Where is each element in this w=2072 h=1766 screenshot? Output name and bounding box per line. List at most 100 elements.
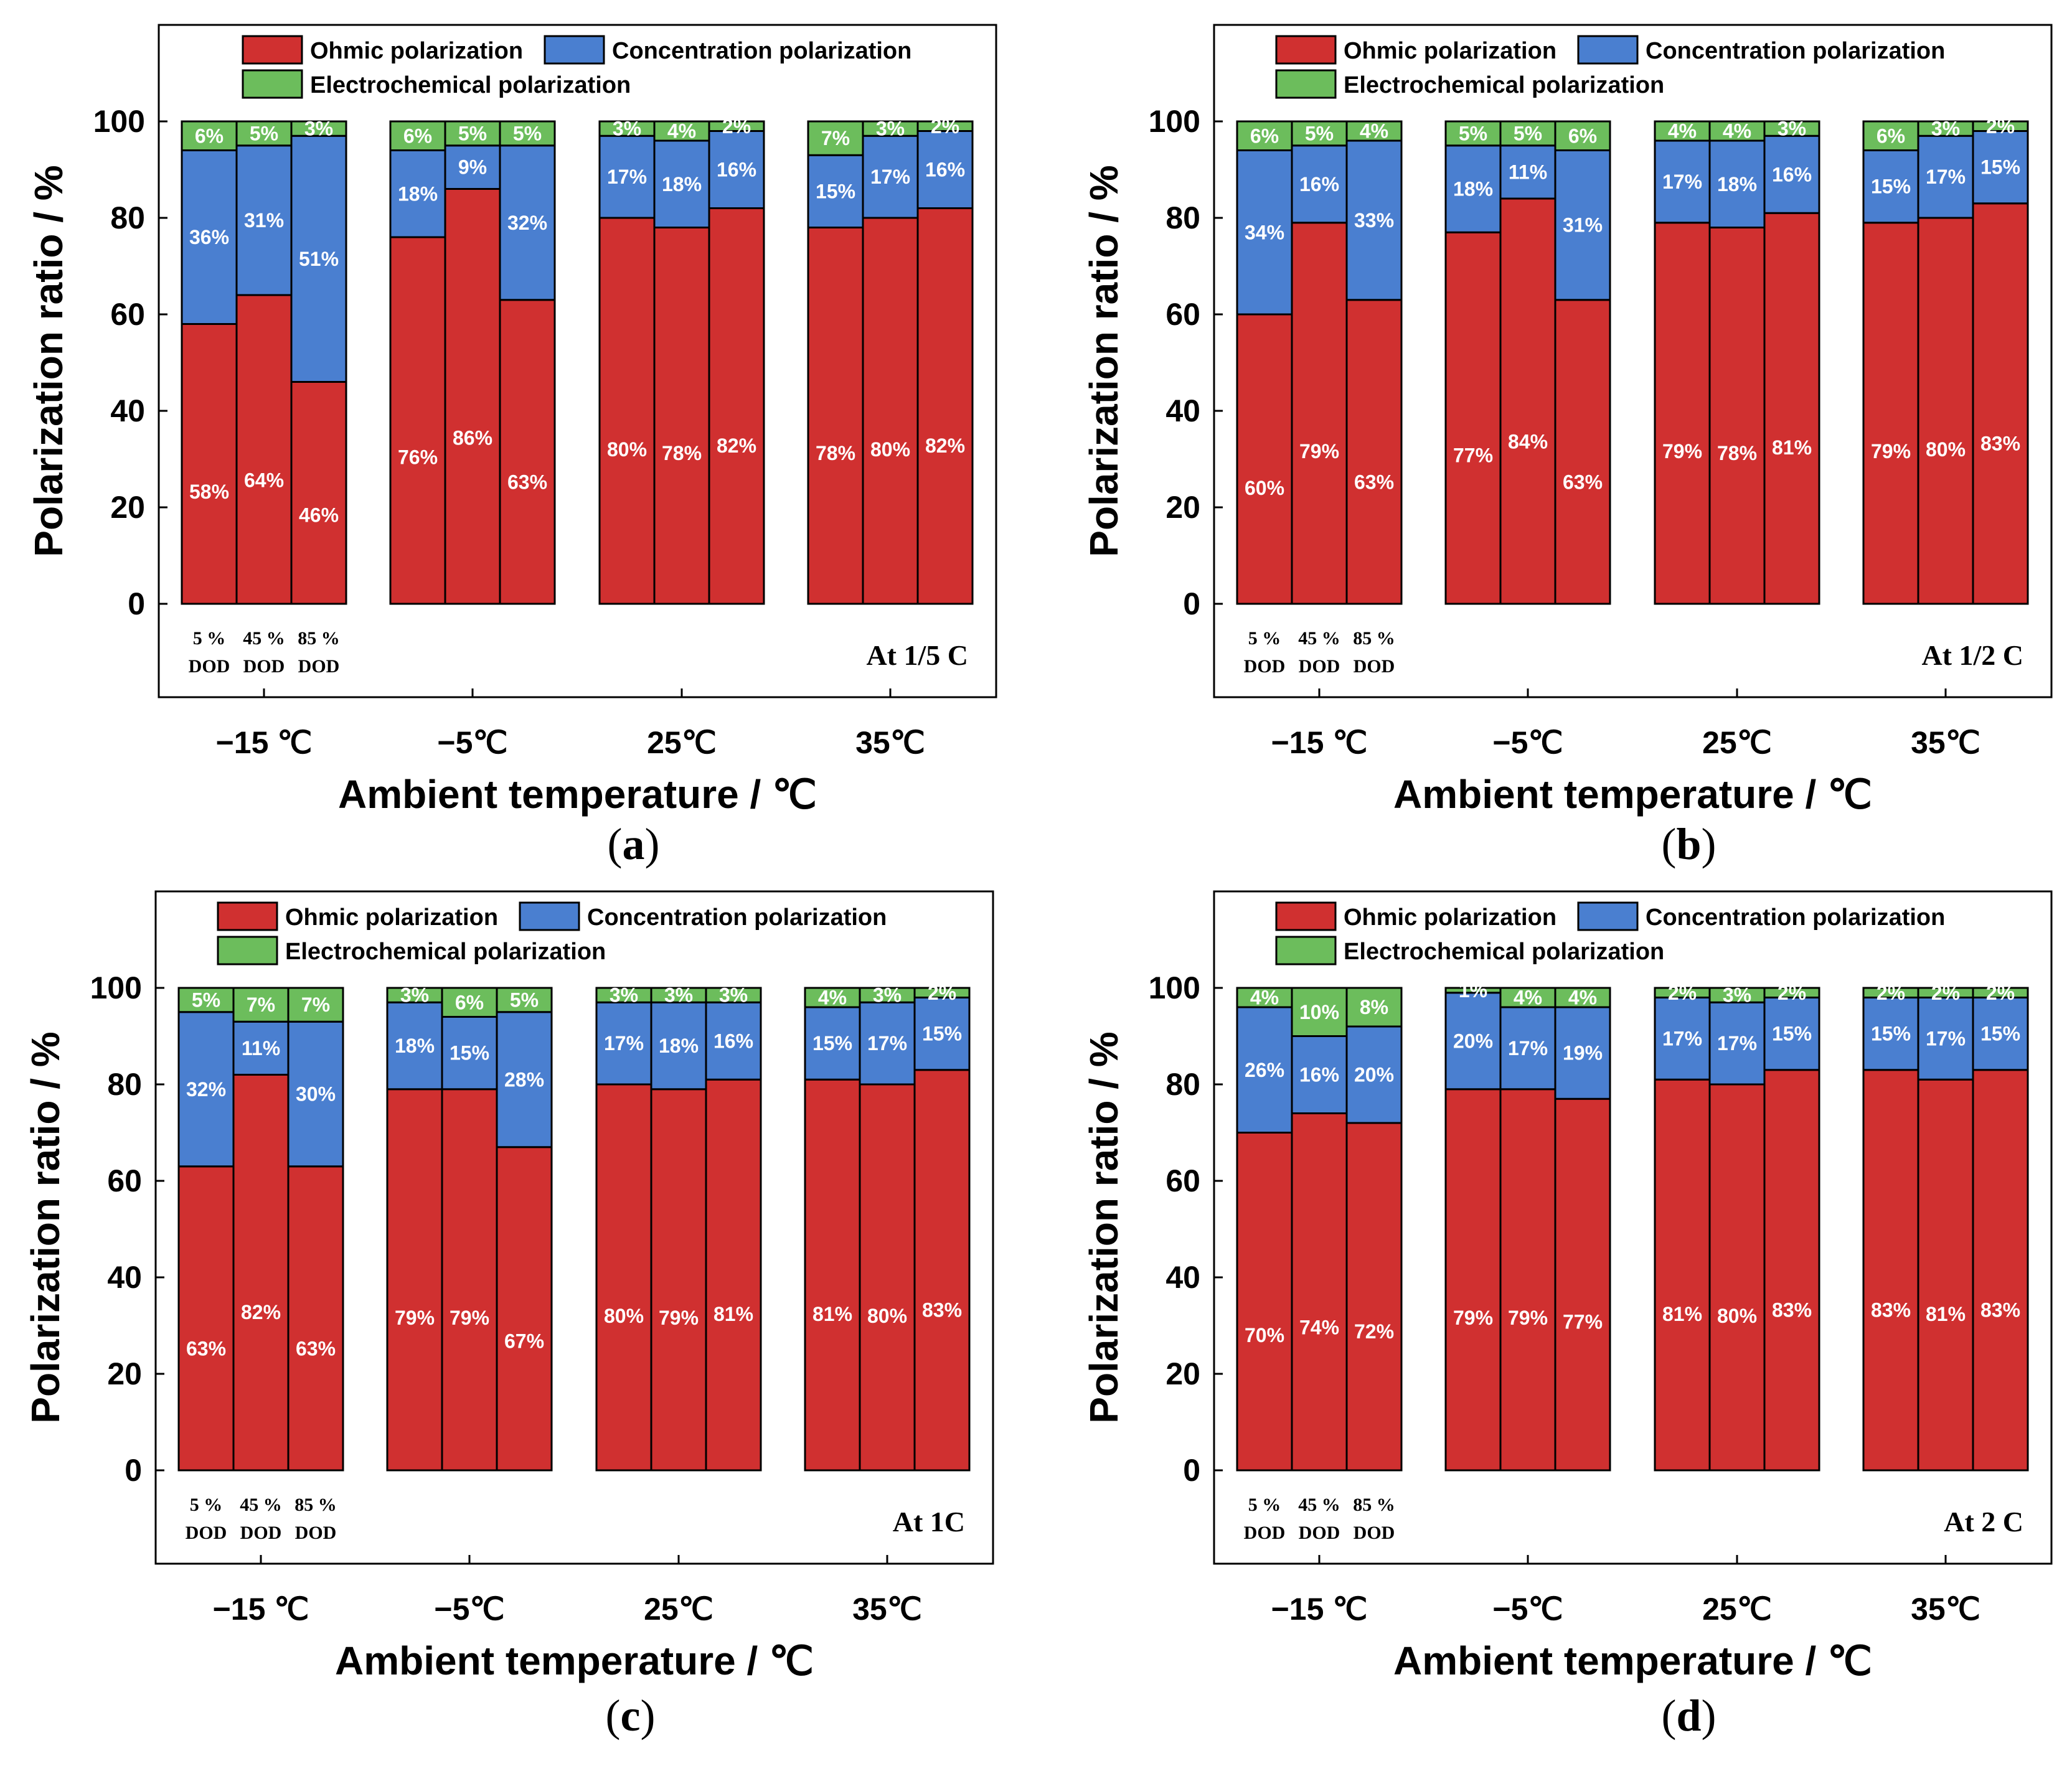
ohmic-value-label: 83% [1772, 1299, 1812, 1322]
electrochemical-value-label: 2% [1986, 115, 2015, 138]
concentration-segment [1917, 997, 1974, 1081]
x-tick-label: 25℃ [647, 725, 717, 760]
electrochemical-value-label: 2% [1986, 982, 2015, 1004]
ohmic-segment [441, 1088, 498, 1472]
ohmic-segment [181, 323, 238, 605]
ohmic-value-label: 82% [717, 434, 756, 457]
plot-frame [1213, 890, 2053, 1565]
ohmic-value-label: 86% [453, 426, 492, 449]
dod-unit-label: DOD [1244, 1523, 1286, 1543]
concentration-value-label: 11% [242, 1037, 280, 1059]
electrochemical-segment [232, 987, 290, 1023]
electrochemical-value-label: 8% [1360, 996, 1388, 1018]
x-tick-label: −15 ℃ [213, 1592, 309, 1627]
electrochemical-value-label: 4% [1360, 120, 1388, 143]
concentration-value-label: 19% [1563, 1042, 1603, 1064]
electrochemical-value-label: 2% [1778, 982, 1806, 1004]
concentration-value-label: 28% [504, 1068, 544, 1091]
concentration-value-label: 36% [189, 226, 229, 248]
concentration-value-label: 15% [1772, 1023, 1812, 1045]
dod-percent-label: 85 % [1353, 628, 1395, 649]
ohmic-value-label: 63% [186, 1338, 226, 1360]
concentration-segment [859, 1001, 916, 1086]
concentration-value-label: 17% [1662, 171, 1702, 193]
electrochemical-value-label: 6% [195, 124, 224, 147]
electrochemical-segment [235, 120, 293, 147]
panel-caption: (d) [1661, 1691, 1716, 1740]
ohmic-value-label: 83% [1980, 1299, 2020, 1322]
dod-percent-label: 85 % [1353, 1495, 1395, 1515]
concentration-value-label: 16% [717, 159, 756, 181]
electrochemical-value-label: 5% [192, 989, 220, 1011]
concentration-value-label: 15% [1871, 1023, 1911, 1045]
ohmic-segment [916, 207, 974, 605]
electrochemical-segment [705, 987, 762, 1003]
ohmic-value-label: 63% [1354, 471, 1394, 494]
ohmic-value-label: 83% [1980, 433, 2020, 455]
concentration-segment [1444, 144, 1502, 233]
concentration-value-label: 15% [450, 1042, 489, 1064]
y-tick-label: 20 [1166, 1356, 1200, 1391]
concentration-segment [598, 134, 656, 219]
y-axis-title: Polarization ratio / % [1081, 1031, 1126, 1423]
concentration-segment [1708, 1001, 1766, 1086]
electrochemical-segment [181, 120, 238, 151]
dod-unit-label: DOD [295, 1523, 337, 1543]
ohmic-value-label: 82% [925, 434, 965, 457]
dod-unit-label: DOD [1299, 1523, 1340, 1543]
ohmic-segment [859, 1083, 916, 1472]
concentration-value-label: 11% [1509, 161, 1547, 183]
legend-swatch-concentration [1577, 901, 1639, 931]
concentration-segment [235, 144, 293, 296]
concentration-value-label: 51% [299, 248, 339, 270]
electrochemical-value-label: 6% [1877, 124, 1905, 147]
dod-percent-label: 45 % [1298, 1495, 1340, 1515]
concentration-segment [916, 130, 974, 209]
concentration-segment [1499, 1006, 1556, 1091]
x-tick-label: −15 ℃ [1271, 725, 1368, 760]
ohmic-segment [177, 1165, 235, 1472]
electrochemical-value-label: 10% [1299, 1001, 1339, 1023]
electrochemical-value-label: 3% [664, 984, 693, 1007]
electrochemical-value-label: 5% [1514, 122, 1542, 144]
electrochemical-value-label: 4% [1668, 120, 1697, 143]
y-axis-title: Polarization ratio / % [26, 165, 71, 557]
x-tick-label: −5℃ [1492, 725, 1563, 760]
concentration-segment [862, 134, 919, 219]
legend-swatch-ohmic [217, 901, 278, 931]
ohmic-segment [1291, 222, 1348, 605]
concentration-value-label: 16% [925, 159, 965, 181]
electrochemical-value-label: 3% [613, 118, 641, 140]
concentration-value-label: 15% [1980, 1023, 2020, 1045]
concentration-segment [177, 1011, 235, 1168]
legend: Ohmic polarization Concentration polariza… [217, 901, 887, 965]
electrochemical-value-label: 5% [510, 989, 539, 1011]
ohmic-segment [287, 1165, 344, 1472]
ohmic-segment [1708, 227, 1766, 605]
electrochemical-value-label: 3% [400, 984, 429, 1007]
y-tick-label: 20 [107, 1356, 142, 1391]
y-tick-label: 80 [1166, 1067, 1200, 1102]
ohmic-segment [1862, 1069, 1919, 1472]
dod-unit-label: DOD [1354, 656, 1395, 677]
concentration-segment [1554, 149, 1611, 301]
concentration-segment [444, 144, 501, 190]
electrochemical-segment [1499, 120, 1556, 147]
y-tick-label: 80 [107, 1067, 142, 1102]
concentration-value-label: 18% [398, 182, 438, 205]
legend-swatch-concentration [544, 35, 605, 65]
concentration-value-label: 15% [922, 1023, 962, 1045]
concentration-value-label: 32% [186, 1078, 226, 1101]
y-axis-title: Polarization ratio / % [1081, 165, 1126, 557]
concentration-segment [386, 1001, 443, 1091]
y-axis-title: Polarization ratio / % [23, 1031, 68, 1423]
x-tick-label: −5℃ [434, 1592, 504, 1627]
electrochemical-value-label: 2% [1668, 982, 1697, 1004]
ohmic-segment [444, 188, 501, 605]
concentration-value-label: 15% [812, 1032, 852, 1054]
ohmic-segment [862, 217, 919, 605]
electrochemical-value-label: 6% [403, 124, 432, 147]
y-tick-label: 20 [1166, 490, 1200, 525]
electrochemical-value-label: 4% [1723, 120, 1751, 143]
ohmic-value-label: 82% [241, 1301, 281, 1323]
